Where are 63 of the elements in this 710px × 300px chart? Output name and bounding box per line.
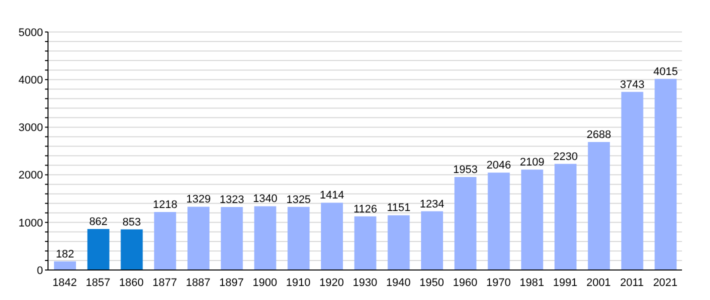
data-label: 2046 xyxy=(486,160,512,172)
bar xyxy=(588,142,610,270)
data-label: 2688 xyxy=(586,129,612,142)
y-tick-label: 1000 xyxy=(18,217,43,230)
data-label: 2230 xyxy=(553,150,578,163)
x-tick-label: 1897 xyxy=(219,276,244,289)
x-tick-label: 1981 xyxy=(520,276,544,289)
x-tick-label: 2021 xyxy=(653,276,678,289)
bar xyxy=(621,92,644,270)
data-label: 1325 xyxy=(286,194,311,206)
x-tick-label: 2011 xyxy=(620,276,644,289)
bar xyxy=(354,216,376,270)
bar xyxy=(554,164,577,270)
x-tick-label: 1860 xyxy=(119,276,144,289)
x-tick-label: 1970 xyxy=(486,276,511,289)
data-label: 1323 xyxy=(220,194,244,206)
data-label: 2109 xyxy=(520,156,544,169)
data-label: 182 xyxy=(56,248,74,260)
data-label: 1234 xyxy=(420,198,444,210)
x-tick-label: 1910 xyxy=(286,276,311,289)
x-tick-label: 1920 xyxy=(319,276,344,289)
x-tick-label: 1950 xyxy=(419,276,444,289)
bar xyxy=(320,202,343,270)
y-tick-label: 2000 xyxy=(18,170,43,182)
y-tick-label: 3000 xyxy=(18,122,43,134)
x-tick-label: 1877 xyxy=(152,276,178,289)
bar xyxy=(288,206,310,270)
bar xyxy=(54,261,76,270)
data-label: 1340 xyxy=(252,193,278,206)
data-label: 1151 xyxy=(386,202,411,214)
bar xyxy=(220,207,243,270)
x-tick-label: 1960 xyxy=(452,276,478,289)
data-label: 1414 xyxy=(320,190,344,202)
data-label: 3743 xyxy=(620,78,645,91)
bar xyxy=(254,206,276,270)
x-tick-label: 1930 xyxy=(352,276,378,289)
y-tick-label: 0 xyxy=(36,264,43,277)
x-tick-label: 2001 xyxy=(586,276,611,289)
data-label: 1126 xyxy=(353,203,378,216)
x-tick-label: 1991 xyxy=(552,276,578,289)
bar xyxy=(454,177,476,270)
bar xyxy=(421,211,444,270)
x-tick-label: 1940 xyxy=(386,276,411,289)
x-tick-label: 1900 xyxy=(252,276,278,289)
bar xyxy=(521,170,544,270)
bar xyxy=(187,206,210,270)
y-tick-label: 4000 xyxy=(18,74,43,87)
bar xyxy=(488,172,510,270)
data-label: 1953 xyxy=(453,164,478,176)
x-tick-label: 1842 xyxy=(52,276,77,289)
x-tick-label: 1887 xyxy=(186,276,210,289)
bar xyxy=(388,215,410,270)
bar xyxy=(87,228,110,270)
data-label: 4015 xyxy=(653,66,678,78)
bar xyxy=(120,229,143,270)
y-tick-label: 5000 xyxy=(18,26,43,39)
data-label: 853 xyxy=(122,216,141,228)
bar xyxy=(654,78,677,270)
data-label: 1218 xyxy=(152,199,178,212)
data-label: 1329 xyxy=(186,194,211,206)
x-tick-label: 1857 xyxy=(86,276,110,289)
bar xyxy=(154,212,176,270)
data-label: 862 xyxy=(89,216,108,228)
